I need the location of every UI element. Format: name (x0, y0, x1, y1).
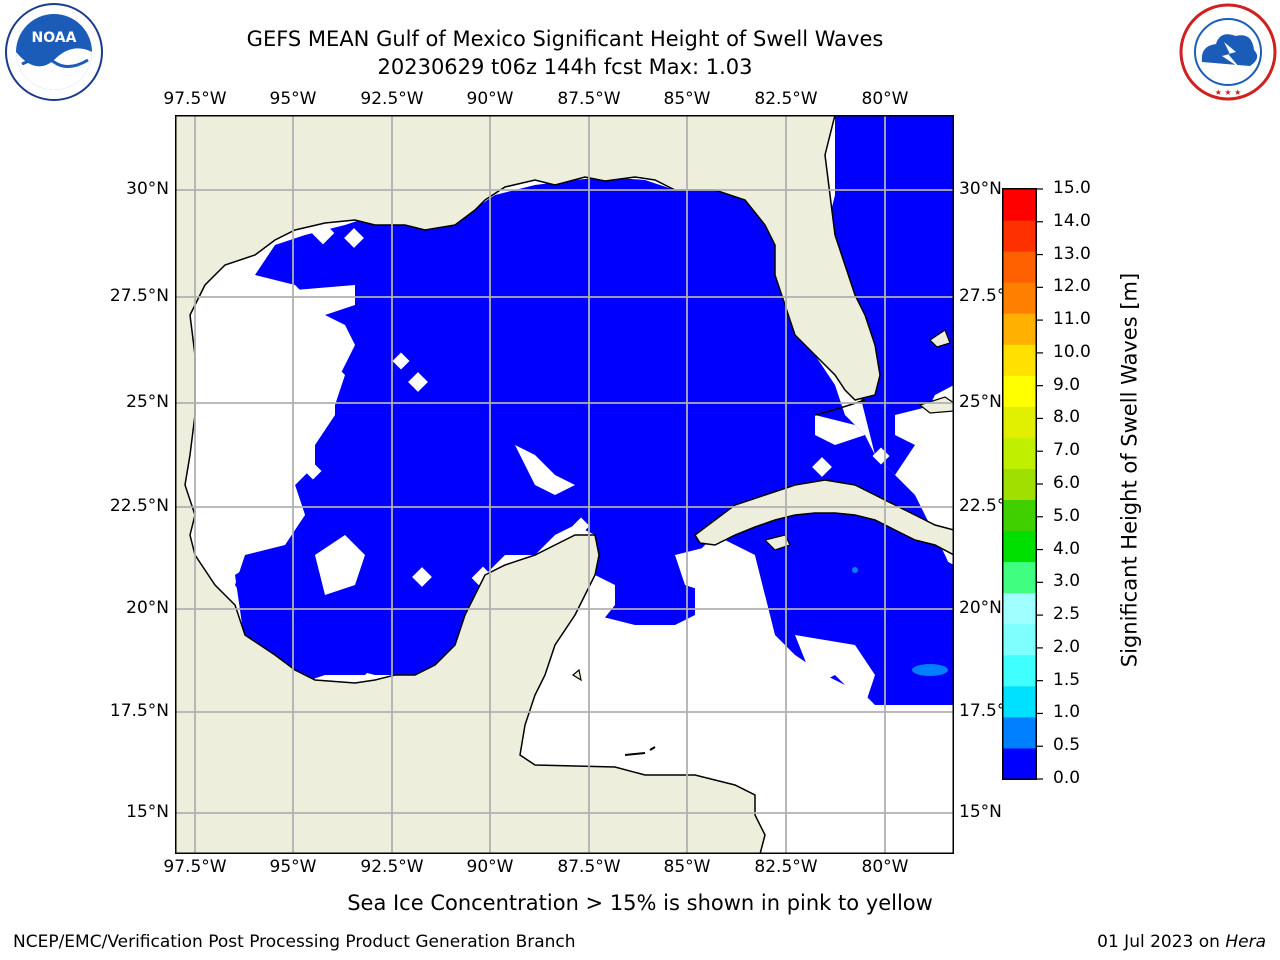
lon-label: 82.5°W (754, 89, 818, 109)
colorbar-tick-label: 10.0 (1053, 341, 1091, 362)
colorbar-tick-label: 15.0 (1053, 178, 1091, 198)
colorbar-band (1003, 530, 1036, 563)
lat-label: 25°N (126, 392, 169, 412)
colorbar-tick-label: 4.0 (1053, 538, 1081, 559)
colorbar-band (1003, 344, 1036, 376)
missing-data-patch (815, 415, 865, 445)
lat-label: 17.5°N (109, 701, 169, 721)
map-frame (175, 115, 954, 854)
footer-left: NCEP/EMC/Verification Post Processing Pr… (13, 932, 576, 952)
colorbar-band (1003, 468, 1036, 501)
lon-label: 92.5°W (360, 89, 424, 109)
colorbar-label: Significant Height of Swell Waves [m] (1117, 272, 1142, 668)
lon-label: 90°W (466, 89, 514, 109)
colorbar-tick-label: 1.0 (1053, 702, 1081, 723)
chart-title: GEFS MEAN Gulf of Mexico Significant Hei… (246, 27, 884, 51)
colorbar-tick-label: 8.0 (1053, 407, 1081, 428)
colorbar-band (1003, 747, 1036, 780)
lon-label: 80°W (861, 89, 909, 109)
land-island (763, 534, 791, 551)
colorbar-band (1003, 623, 1036, 656)
colorbar-tick-label: 2.0 (1053, 636, 1081, 657)
sea-ice-note: Sea Ice Concentration > 15% is shown in … (347, 891, 933, 915)
lon-label: 87.5°W (557, 89, 621, 109)
lon-label: 82.5°W (754, 857, 818, 877)
missing-data-patch (595, 615, 695, 735)
colorbar-tick-label: 2.5 (1053, 604, 1081, 625)
colorbar-band (1003, 592, 1036, 625)
colorbar-band (1003, 716, 1036, 749)
svg-text:★ ★ ★: ★ ★ ★ (1215, 88, 1242, 97)
lat-label: 30°N (126, 179, 169, 199)
colorbar-tick-label: 11.0 (1053, 309, 1091, 330)
lon-label: 95°W (269, 857, 317, 877)
chart-subtitle: 20230629 t06z 144h fcst Max: 1.03 (377, 55, 753, 79)
lat-label: 15°N (959, 802, 1002, 822)
colorbar-band (1003, 406, 1036, 438)
noaa-logo-text: NOAA (32, 30, 77, 46)
lat-label: 30°N (959, 179, 1002, 199)
colorbar-band (1003, 437, 1036, 469)
colorbar (1002, 188, 1043, 780)
colorbar-band (1003, 189, 1036, 221)
colorbar-band (1003, 220, 1036, 252)
lon-label: 85°W (663, 857, 711, 877)
missing-data-patch (515, 445, 575, 495)
colorbar-label-wrap: Significant Height of Swell Waves [m] (1104, 150, 1156, 790)
footer-right: 01 Jul 2023 on Hera (1097, 932, 1266, 952)
land-cuba (693, 479, 954, 556)
colorbar-tick-label: 7.0 (1053, 440, 1081, 461)
colorbar-tick-label: 3.0 (1053, 571, 1081, 592)
colorbar-tick-label: 14.0 (1053, 210, 1091, 231)
noaa-logo: NOAA (5, 3, 103, 101)
colorbar-tick-label: 1.5 (1053, 669, 1081, 690)
missing-data-patch (315, 535, 365, 595)
colorbar-band (1003, 499, 1036, 532)
lat-label: 20°N (959, 598, 1002, 618)
lat-label: 22.5°N (109, 496, 169, 516)
colorbar-band (1003, 375, 1036, 407)
lat-label: 27.5°N (109, 286, 169, 306)
lon-label: 90°W (466, 857, 514, 877)
lon-label: 87.5°W (557, 857, 621, 877)
lon-label: 80°W (861, 857, 909, 877)
missing-data-patch (795, 635, 875, 705)
colorbar-band (1003, 282, 1036, 314)
colorbar-band (1003, 561, 1036, 594)
lon-label: 97.5°W (163, 89, 227, 109)
colorbar-band (1003, 313, 1036, 345)
colorbar-tick-label: 5.0 (1053, 505, 1081, 526)
lon-label: 95°W (269, 89, 317, 109)
missing-data-patch (195, 275, 355, 675)
lon-label: 85°W (663, 89, 711, 109)
colorbar-tick-label: 0.0 (1053, 768, 1081, 788)
colorbar-tick-label: 6.0 (1053, 473, 1081, 493)
swell-field-east (825, 115, 954, 475)
lat-label: 15°N (126, 802, 169, 822)
colorbar-band (1003, 251, 1036, 283)
lon-label: 97.5°W (163, 857, 227, 877)
missing-data-patch (675, 545, 735, 595)
lat-label: 25°N (959, 392, 1002, 412)
colorbar-band (1003, 685, 1036, 718)
colorbar-tick-label: 13.0 (1053, 243, 1091, 264)
graticule (175, 115, 954, 854)
colorbar-tick-label: 0.5 (1053, 735, 1081, 756)
nws-logo: ★ ★ ★ (1179, 3, 1277, 101)
colorbar-band (1003, 654, 1036, 687)
swell-field-caribbean (755, 515, 954, 725)
lon-label: 92.5°W (360, 857, 424, 877)
lat-label: 20°N (126, 598, 169, 618)
colorbar-tick-label: 9.0 (1053, 374, 1081, 395)
colorbar-tick-label: 12.0 (1053, 276, 1091, 297)
map-panel (175, 115, 954, 854)
